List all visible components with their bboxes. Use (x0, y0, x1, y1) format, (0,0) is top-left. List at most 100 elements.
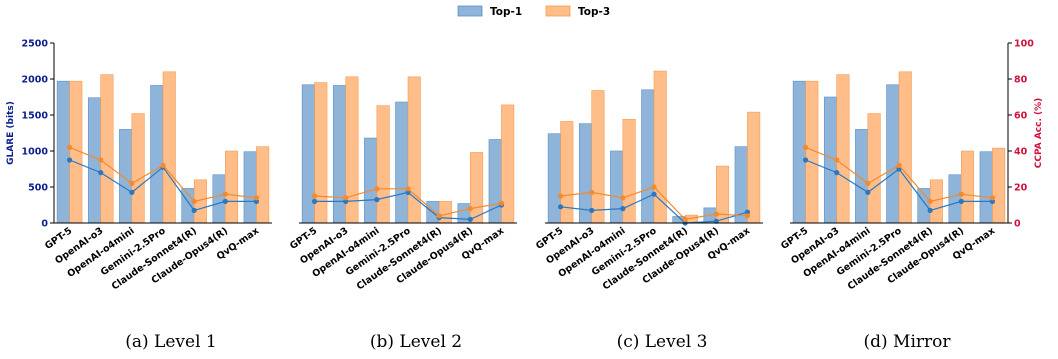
panel-caption: (d) Mirror (863, 332, 951, 352)
point-top3-6 (713, 211, 719, 217)
point-top1-3 (374, 197, 380, 203)
legend: Top-1 Top-3 (457, 5, 610, 18)
point-top3-2 (98, 157, 104, 163)
bar-top1-1 (547, 133, 561, 224)
bar-top1-3 (855, 129, 869, 224)
bar-top1-3 (119, 129, 133, 224)
point-top1-6 (222, 198, 228, 204)
bar-top3-3 (867, 113, 881, 224)
y-axis-title-left: GLARE (bits) (6, 101, 16, 165)
bar-top3-7 (256, 146, 270, 224)
legend-label-top3: Top-3 (578, 6, 610, 18)
y2-tick-label-6: 100 (1014, 39, 1034, 50)
bar-top1-1 (56, 80, 70, 224)
bar-top1-6 (212, 174, 226, 224)
bar-top3-6 (960, 150, 975, 224)
point-top1-2 (98, 170, 104, 176)
y-axis-title-right: CCPA Acc. (%) (1034, 98, 1044, 169)
point-top3-2 (343, 195, 349, 201)
point-top1-3 (620, 206, 626, 212)
panel-4: GPT-5OpenAI-o3OpenAI-o4miniGemini-2.5Pro… (779, 39, 1044, 353)
bar-top3-4 (898, 71, 912, 224)
point-top3-3 (620, 195, 626, 201)
panel-2: GPT-5OpenAI-o3OpenAI-o4miniGemini-2.5Pro… (288, 76, 517, 352)
point-top3-5 (682, 216, 688, 222)
y-tick-label-2: 500 (28, 183, 48, 194)
bar-top1-2 (578, 123, 593, 224)
point-top3-2 (589, 189, 595, 195)
bar-top3-6 (224, 150, 239, 224)
bar-top3-4 (162, 71, 176, 224)
panel-3: GPT-5OpenAI-o3OpenAI-o4miniGemini-2.5Pro… (534, 70, 763, 352)
point-top3-7 (253, 195, 260, 201)
y-tick-label-5: 2000 (22, 75, 49, 86)
bar-top3-7 (747, 111, 761, 224)
point-top3-1 (557, 193, 564, 199)
point-top1-3 (129, 189, 135, 195)
bar-top1-4 (395, 101, 409, 224)
bar-top3-5 (438, 201, 452, 224)
y-tick-label-3: 1000 (22, 147, 49, 158)
point-top3-4 (405, 186, 411, 192)
panel-caption: (b) Level 2 (370, 332, 462, 352)
bar-top3-2 (836, 74, 850, 224)
y-tick-label-1: 0 (41, 219, 48, 230)
point-top3-6 (222, 191, 228, 197)
bar-top3-3 (376, 105, 390, 224)
bar-top3-2 (591, 90, 605, 224)
point-top1-2 (834, 170, 840, 176)
point-top3-3 (374, 186, 380, 192)
bar-top3-3 (131, 113, 145, 224)
point-top3-4 (896, 162, 902, 168)
point-top1-7 (989, 198, 996, 204)
y-tick-label-4: 1500 (22, 111, 49, 122)
bar-top1-4 (886, 84, 900, 224)
point-top1-2 (589, 207, 595, 213)
point-top3-6 (467, 206, 473, 212)
bar-top1-1 (792, 80, 806, 224)
point-top3-7 (744, 213, 751, 219)
point-top1-4 (405, 189, 411, 195)
y2-tick-label-3: 40 (1014, 147, 1028, 158)
point-top1-1 (802, 157, 809, 163)
point-top1-2 (343, 198, 349, 204)
point-top3-3 (129, 180, 135, 186)
point-top3-7 (498, 200, 505, 206)
y2-tick-label-2: 20 (1014, 183, 1028, 194)
bar-top1-3 (364, 137, 378, 224)
point-top3-1 (311, 193, 318, 199)
y2-tick-label-1: 0 (1014, 219, 1021, 230)
point-top1-6 (713, 218, 719, 224)
panel-1: GPT-5OpenAI-o3OpenAI-o4miniGemini-2.5Pro… (6, 39, 272, 352)
y2-tick-label-4: 60 (1014, 111, 1028, 122)
bar-top1-4 (641, 89, 655, 224)
point-top3-1 (66, 144, 73, 150)
y-tick-label-6: 2500 (22, 39, 49, 50)
bar-top1-7 (979, 151, 993, 224)
point-top3-5 (191, 198, 197, 204)
bar-top3-7 (992, 147, 1006, 224)
point-top3-7 (989, 195, 996, 201)
bar-top3-6 (469, 152, 484, 224)
point-top3-4 (160, 162, 166, 168)
bar-top3-2 (100, 74, 114, 224)
point-top3-5 (927, 198, 933, 204)
legend-swatch-top1 (457, 5, 483, 17)
bar-top1-3 (610, 150, 624, 224)
point-top1-7 (253, 198, 260, 204)
point-top1-1 (66, 157, 73, 163)
bar-top1-6 (948, 174, 962, 224)
bar-top1-7 (243, 151, 257, 224)
point-top1-6 (467, 216, 473, 222)
y2-tick-label-5: 80 (1014, 75, 1028, 86)
point-top1-1 (311, 198, 318, 204)
point-top3-1 (802, 144, 809, 150)
point-top1-1 (557, 204, 564, 210)
point-top3-6 (958, 191, 964, 197)
legend-label-top1: Top-1 (490, 6, 522, 18)
point-top1-7 (744, 209, 751, 215)
point-top1-4 (651, 191, 657, 197)
point-top1-6 (958, 198, 964, 204)
